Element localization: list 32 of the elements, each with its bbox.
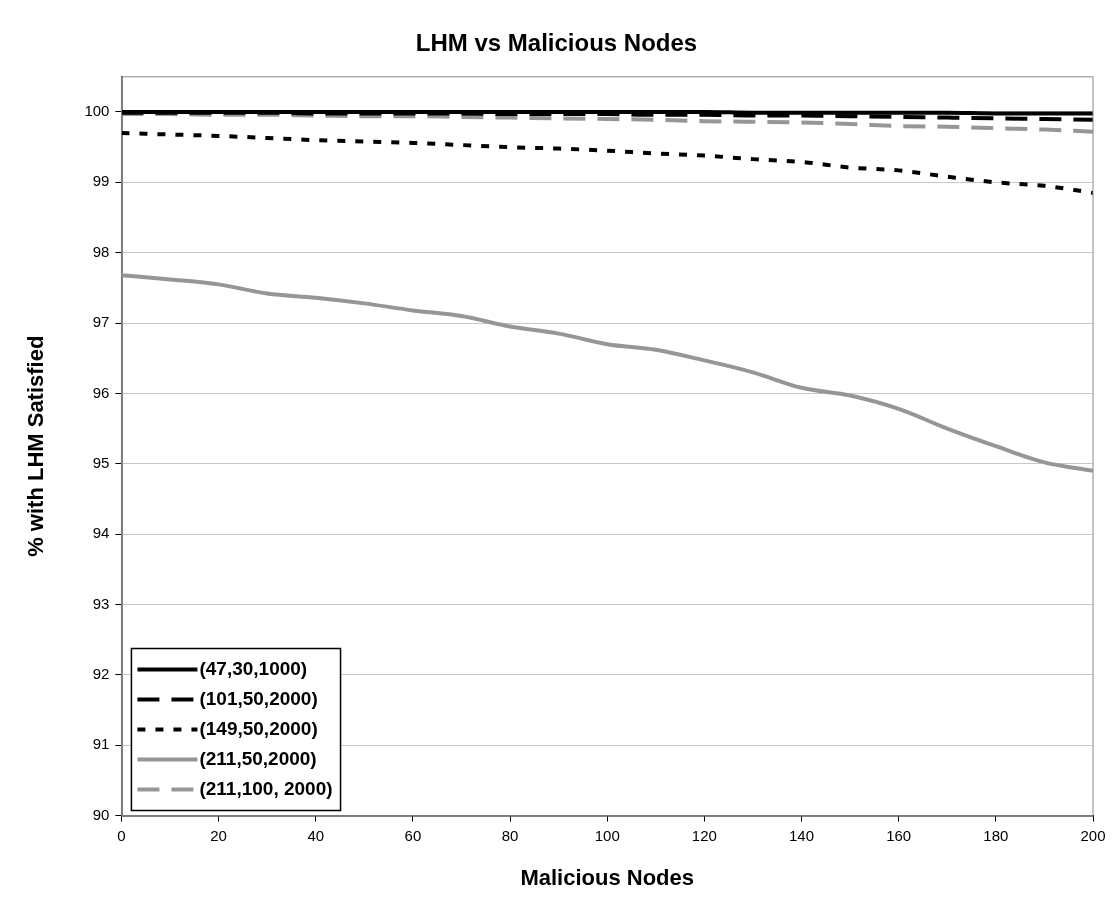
x-tick-label: 60 bbox=[404, 826, 422, 844]
y-tick-label: 100 bbox=[84, 102, 110, 120]
legend-label: (211,50,2000) bbox=[199, 747, 317, 769]
x-tick-label: 80 bbox=[501, 826, 519, 844]
y-tick-label: 93 bbox=[92, 594, 110, 612]
x-tick-label: 160 bbox=[886, 826, 912, 844]
x-tick-label: 0 bbox=[117, 826, 126, 844]
x-tick-label: 120 bbox=[691, 826, 717, 844]
y-tick-label: 91 bbox=[92, 735, 110, 753]
y-tick-label: 98 bbox=[92, 242, 110, 260]
legend-label: (149,50,2000) bbox=[199, 717, 318, 739]
y-tick-label: 90 bbox=[92, 805, 110, 823]
x-tick-label: 140 bbox=[789, 826, 815, 844]
y-tick-label: 97 bbox=[92, 313, 110, 331]
x-tick-label: 180 bbox=[983, 826, 1009, 844]
legend-label: (47,30,1000) bbox=[199, 657, 308, 679]
x-tick-label: 20 bbox=[210, 826, 227, 844]
y-tick-label: 96 bbox=[92, 383, 110, 401]
y-tick-label: 94 bbox=[92, 524, 110, 542]
line-series bbox=[121, 112, 1093, 134]
y-tick-label: 99 bbox=[92, 172, 110, 190]
x-tick-label: 200 bbox=[1080, 826, 1106, 844]
x-tick-label: 40 bbox=[307, 826, 325, 844]
x-axis-title: Malicious Nodes bbox=[520, 864, 695, 890]
y-tick-label: 95 bbox=[92, 453, 110, 471]
x-tick-label: 100 bbox=[594, 826, 620, 844]
line-series bbox=[121, 273, 1093, 473]
y-tick-label: 92 bbox=[92, 665, 110, 683]
y-axis-title: % with LHM Satisfied bbox=[23, 335, 49, 557]
chart-title: LHM vs Malicious Nodes bbox=[415, 29, 698, 57]
legend-label: (211,100, 2000) bbox=[199, 777, 333, 799]
legend-label: (101,50,2000) bbox=[199, 687, 318, 709]
